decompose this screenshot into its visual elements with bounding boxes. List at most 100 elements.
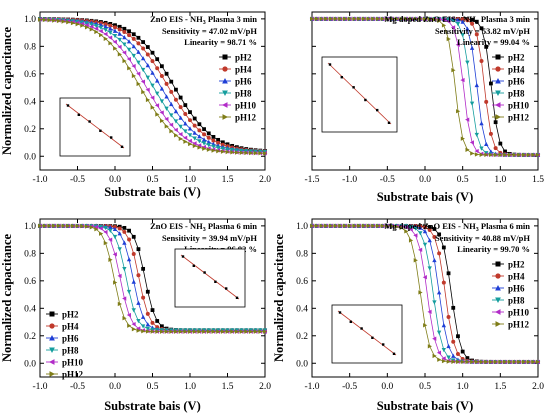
data-point	[479, 26, 484, 31]
data-point	[52, 18, 57, 23]
data-point	[131, 53, 136, 59]
data-point	[117, 231, 122, 236]
legend-entry: pH2	[46, 310, 79, 320]
data-point	[80, 223, 85, 229]
data-point	[427, 344, 432, 349]
legend-entry: pH8	[492, 89, 525, 99]
data-point	[141, 295, 146, 300]
data-point	[136, 71, 141, 76]
data-point	[112, 33, 118, 39]
data-point	[479, 121, 484, 126]
data-point	[127, 323, 132, 328]
data-point	[427, 309, 432, 315]
data-point	[319, 16, 324, 22]
data-point	[187, 138, 192, 144]
data-point	[136, 247, 141, 252]
data-point	[56, 223, 62, 229]
x-tick-label: 0.5	[147, 382, 159, 392]
sensitivity-label: Sensitivity = 40.88 mV/pH	[435, 233, 530, 243]
data-point	[441, 323, 447, 328]
title-part: 3	[203, 227, 206, 233]
data-point	[456, 359, 461, 365]
data-point	[403, 224, 409, 230]
legend-label: pH8	[508, 296, 525, 306]
title-part: Mg doped ZnO EIS - NH	[384, 221, 476, 231]
data-point	[108, 41, 113, 46]
series-ph12	[310, 16, 541, 158]
data-point	[56, 18, 62, 24]
data-point	[470, 359, 475, 365]
legend-entry: pH2	[219, 53, 252, 63]
data-point	[484, 359, 489, 365]
data-point	[249, 329, 254, 334]
data-point	[531, 152, 536, 158]
legend-marker	[49, 359, 55, 365]
data-point	[380, 16, 385, 22]
data-point	[469, 101, 475, 106]
data-point	[61, 223, 66, 229]
data-point	[103, 22, 108, 27]
data-point	[376, 223, 381, 229]
data-point	[169, 89, 174, 94]
legend-marker	[495, 261, 501, 267]
legend-entry: pH8	[492, 296, 525, 306]
data-point	[150, 327, 155, 332]
data-point	[136, 81, 141, 87]
data-point	[164, 116, 169, 122]
series-ph12	[38, 223, 268, 334]
data-point	[437, 232, 442, 237]
legend-marker	[222, 78, 228, 84]
data-point	[262, 149, 268, 155]
inset-point	[120, 145, 124, 148]
data-point	[503, 152, 508, 158]
series-ph12	[310, 223, 541, 365]
legend-entry: pH2	[492, 260, 525, 270]
inset-point	[235, 296, 239, 299]
title-part: ZnO EIS - NH	[150, 221, 203, 231]
data-point	[432, 300, 437, 305]
y-tick-label: 1.0	[296, 222, 308, 232]
data-point	[178, 329, 183, 334]
data-point	[113, 280, 118, 285]
data-point	[479, 152, 484, 157]
data-point	[469, 140, 474, 145]
fit-line	[180, 254, 240, 300]
data-point	[230, 329, 235, 334]
data-point	[84, 22, 89, 28]
data-point	[324, 223, 329, 229]
data-point	[493, 146, 498, 151]
data-point	[98, 226, 103, 231]
y-tick-label: 1.0	[24, 222, 36, 232]
data-point	[446, 36, 451, 42]
data-point	[150, 105, 155, 110]
data-point	[465, 117, 470, 122]
data-point	[126, 312, 131, 318]
data-point	[202, 127, 206, 132]
data-point	[484, 44, 489, 49]
data-point	[136, 60, 141, 65]
legend-marker	[222, 66, 228, 72]
data-point	[248, 149, 254, 154]
data-point	[99, 231, 104, 236]
data-point	[169, 328, 174, 333]
data-point	[455, 17, 461, 22]
data-point	[427, 266, 432, 271]
legend-label: pH6	[508, 77, 525, 87]
data-point	[441, 245, 446, 250]
data-point	[192, 141, 197, 146]
y-tick-label: 0.2	[24, 125, 36, 135]
data-point	[498, 359, 503, 365]
data-point	[122, 30, 127, 35]
y-tick-label: 0.6	[24, 70, 36, 80]
legend-marker	[495, 309, 501, 315]
data-point	[131, 234, 136, 239]
data-point	[47, 223, 52, 229]
legend-label: pH12	[508, 113, 530, 123]
data-point	[399, 225, 404, 231]
data-point	[408, 224, 414, 230]
data-point	[328, 16, 334, 22]
data-point	[319, 223, 324, 229]
data-point	[150, 308, 155, 313]
inset-point	[110, 136, 113, 139]
data-point	[178, 95, 183, 100]
